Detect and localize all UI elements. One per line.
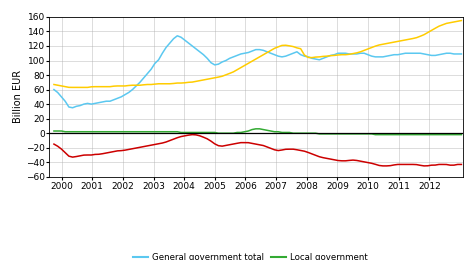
General government total — [174, 34, 180, 37]
Line: Local government: Local government — [54, 129, 462, 135]
Local government — [440, 133, 446, 136]
Line: Central government: Central government — [54, 135, 462, 166]
Local government — [459, 133, 464, 136]
Social security funds — [51, 83, 57, 86]
Y-axis label: Billion EUR: Billion EUR — [14, 70, 24, 124]
General government total — [245, 51, 251, 54]
Social security funds — [459, 19, 464, 22]
Legend: General government total, Central government, Local government, Social security : General government total, Central govern… — [133, 253, 379, 260]
Central government — [459, 163, 464, 166]
General government total — [459, 53, 464, 56]
Central government — [455, 163, 461, 166]
Central government — [242, 141, 247, 144]
Social security funds — [451, 20, 457, 23]
Local government — [373, 133, 378, 136]
Central government — [51, 142, 57, 146]
General government total — [70, 106, 76, 109]
Social security funds — [343, 53, 348, 56]
Social security funds — [436, 25, 442, 28]
General government total — [257, 48, 262, 51]
Central government — [171, 138, 176, 141]
General government total — [178, 36, 184, 39]
General government total — [346, 53, 352, 56]
Social security funds — [174, 81, 180, 84]
Local government — [249, 128, 255, 131]
Social security funds — [253, 57, 258, 61]
Central government — [253, 142, 258, 146]
Local government — [253, 127, 258, 130]
Social security funds — [70, 86, 76, 89]
General government total — [455, 53, 461, 56]
Social security funds — [242, 64, 247, 67]
Local government — [455, 133, 461, 136]
General government total — [440, 53, 446, 56]
Central government — [189, 133, 195, 136]
Central government — [343, 159, 348, 162]
General government total — [51, 88, 57, 91]
Local government — [238, 131, 243, 134]
Central government — [440, 163, 446, 166]
Line: Social security funds: Social security funds — [54, 21, 462, 87]
Local government — [51, 129, 57, 133]
Central government — [380, 164, 386, 167]
Line: General government total: General government total — [54, 36, 462, 108]
Local government — [171, 130, 176, 133]
Local government — [343, 132, 348, 135]
